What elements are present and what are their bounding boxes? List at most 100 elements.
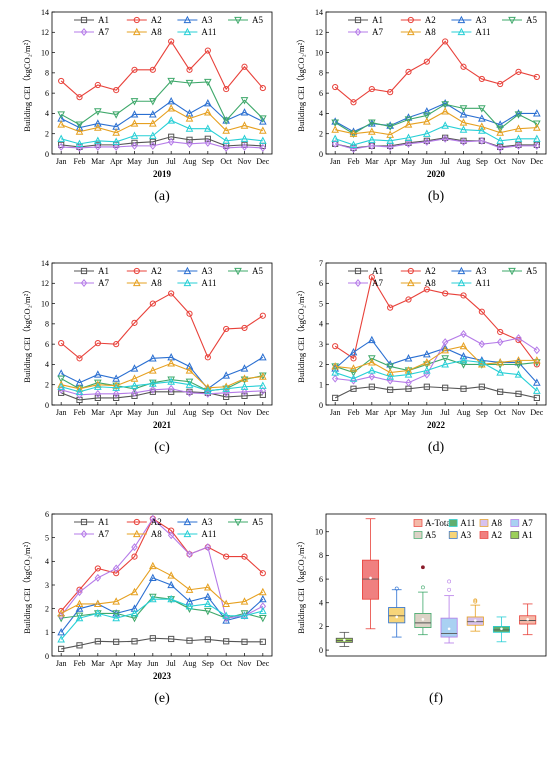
data-point-a1 (387, 386, 394, 393)
legend-label-a3: A3 (201, 517, 212, 527)
data-point-a8 (240, 597, 249, 605)
panel-label: (d) (428, 440, 445, 455)
data-point-a2 (405, 68, 412, 75)
data-point-a8 (331, 125, 339, 133)
data-point-a5 (259, 615, 267, 623)
data-point-a7 (131, 388, 138, 397)
y-axis-label: Building CEI（kgCO₂/m²） (22, 536, 32, 633)
data-point-a8 (57, 609, 65, 617)
y-tick-label: 0 (319, 646, 323, 655)
series-line-a1 (60, 391, 263, 401)
data-point-a7 (533, 346, 541, 355)
y-tick-label: 2 (45, 604, 49, 613)
data-point-a11 (349, 140, 358, 148)
x-tick-label-aug: Aug (183, 659, 197, 668)
legend-label-a1: A1 (372, 15, 383, 25)
legend-marker-a1 (354, 16, 362, 24)
data-point-a3 (149, 573, 157, 581)
mean-point (447, 627, 451, 631)
data-point-a5 (514, 111, 523, 119)
data-point-a7 (368, 372, 376, 381)
panel-a: 0 2 4 6 8 10 12 14 Building CEI（kgCO₂/m²） Jan Feb M… (22, 8, 273, 204)
series-line-a3 (334, 102, 537, 133)
data-point-a7 (515, 141, 522, 150)
data-point-a11 (167, 594, 175, 603)
legend-marker-a7 (354, 28, 362, 36)
data-point-a1 (149, 388, 156, 395)
data-point-a11 (478, 126, 486, 134)
y-tick-label: 1 (45, 628, 49, 637)
x-tick-label-oct: Oct (220, 408, 232, 417)
data-point-a7 (131, 141, 138, 150)
data-point-a7 (259, 602, 267, 611)
series-a7 (57, 384, 267, 399)
x-tick-label-dec: Dec (256, 408, 269, 417)
data-point-a11 (149, 379, 157, 387)
legend-label-a11: A11 (460, 518, 475, 528)
data-point-a7 (331, 139, 339, 148)
legend-label-a7: A7 (372, 27, 383, 37)
series-line-a5 (334, 357, 537, 374)
data-point-a8 (478, 360, 486, 368)
data-point-a1 (350, 385, 357, 392)
y-tick-label: 4 (45, 360, 49, 369)
data-point-a2 (76, 94, 83, 101)
data-point-a8 (185, 585, 194, 593)
x-tick-label-mar: Mar (365, 157, 379, 166)
y-tick-label: 8 (45, 320, 49, 329)
data-point-a1 (94, 394, 101, 401)
data-point-a11 (94, 382, 102, 390)
series-line-a2 (334, 275, 538, 365)
data-point-a2 (259, 570, 266, 577)
data-point-a3 (149, 354, 157, 362)
legend-label-a11: A11 (201, 27, 216, 37)
legend-marker-a1 (80, 267, 88, 275)
x-tick-label-mar: Mar (91, 659, 105, 668)
data-point-a8 (167, 359, 175, 367)
outlier (473, 599, 478, 604)
outlier (421, 585, 425, 590)
data-point-a2 (113, 341, 120, 348)
legend-marker-a5 (234, 16, 242, 25)
series-a11 (57, 116, 267, 147)
y-tick-label: 2 (319, 622, 323, 631)
data-point-a7 (112, 389, 120, 398)
y-tick-label: 4 (45, 557, 49, 566)
data-point-a1 (168, 635, 175, 643)
data-point-a7 (241, 611, 248, 620)
x-tick-label-apr: Apr (110, 408, 123, 417)
data-point-a7 (478, 340, 486, 349)
data-point-a8 (149, 366, 157, 374)
data-point-a1 (186, 637, 193, 644)
data-point-a8 (149, 119, 157, 127)
data-point-a7 (204, 389, 212, 398)
data-point-a3 (533, 109, 541, 117)
data-point-a2 (405, 296, 412, 303)
data-point-a8 (404, 366, 413, 374)
data-point-a7 (167, 137, 175, 146)
data-point-a8 (478, 122, 486, 130)
data-point-a11 (533, 386, 541, 394)
x-tick-label-mar: Mar (91, 157, 105, 166)
data-point-a5 (441, 101, 449, 109)
data-point-a1 (259, 638, 266, 645)
series-a11 (57, 377, 267, 395)
data-point-a7 (57, 611, 65, 620)
data-point-a8 (441, 107, 449, 115)
legend-label-a3: A3 (201, 266, 212, 276)
legend-marker-a5 (508, 16, 516, 25)
data-point-a2 (223, 553, 230, 560)
legend-label-a1: A1 (98, 266, 109, 276)
legend-marker-a5 (234, 267, 242, 276)
series-line-a5 (60, 375, 263, 392)
data-point-a2 (533, 73, 540, 81)
data-point-a7 (405, 139, 412, 148)
series-line-a1 (334, 386, 537, 399)
legend-label-a2: A2 (151, 266, 162, 276)
data-point-a11 (259, 136, 267, 144)
series-line-a5 (60, 80, 264, 126)
data-point-a11 (57, 635, 65, 643)
data-point-a11 (423, 366, 431, 374)
data-point-a8 (368, 127, 376, 135)
data-point-a3 (130, 364, 139, 372)
